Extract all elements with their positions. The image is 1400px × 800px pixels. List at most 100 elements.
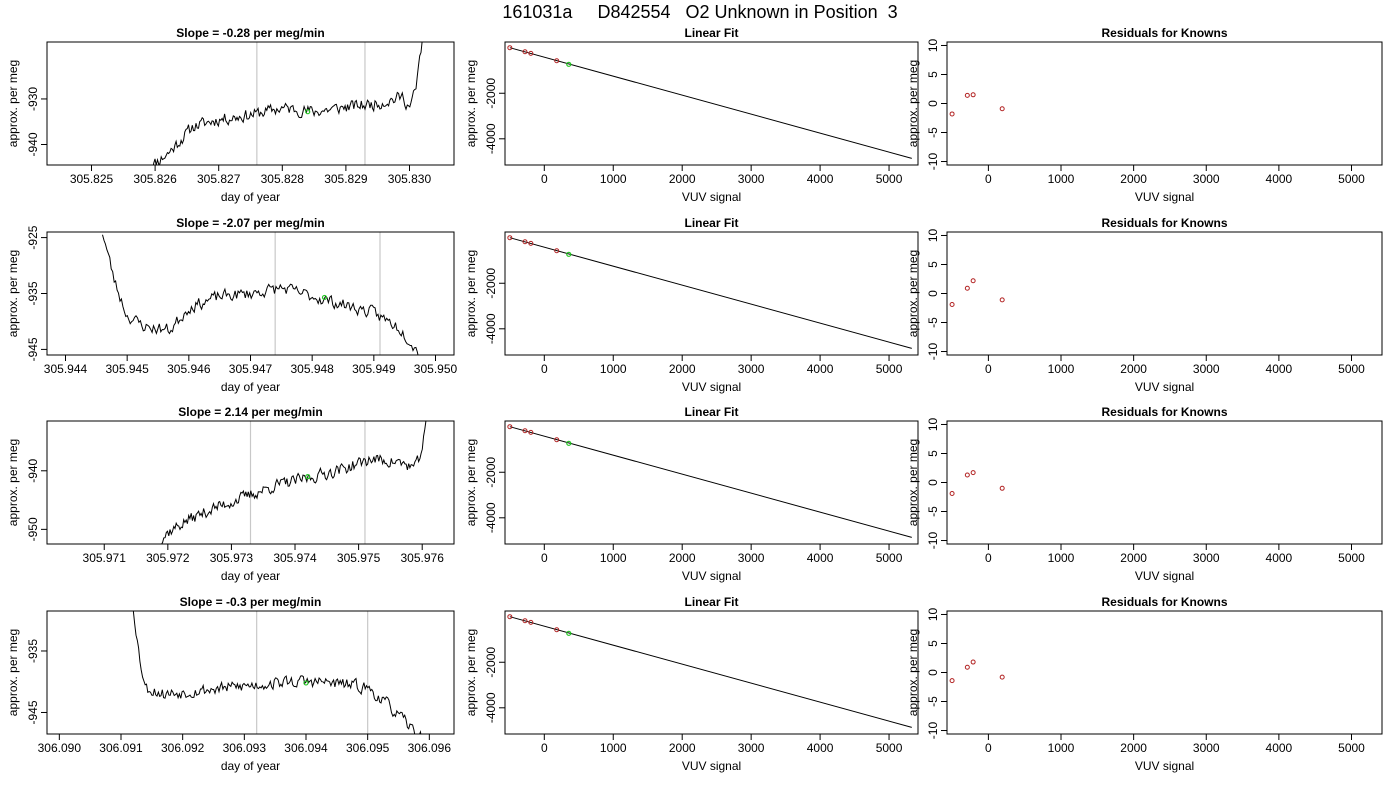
residual-point — [949, 678, 955, 684]
x-tick-label: 4000 — [1266, 362, 1293, 376]
residual-point — [964, 472, 970, 478]
known-point — [528, 240, 534, 246]
x-tick-label: 0 — [541, 741, 548, 755]
y-tick-label: -10 — [926, 722, 940, 740]
x-tick-label: 0 — [985, 741, 992, 755]
x-tick-label: 305.825 — [70, 172, 114, 186]
unknown-point — [566, 61, 572, 67]
y-axis-label: approx. per meg — [6, 629, 20, 716]
x-tick-label: 1000 — [1048, 551, 1075, 565]
x-tick-label: 305.973 — [210, 551, 254, 565]
plot-area — [949, 470, 1005, 497]
plot-frame — [46, 420, 455, 545]
x-tick-label: 4000 — [807, 741, 834, 755]
y-axis-label: approx. per meg — [6, 60, 20, 147]
residual-point — [949, 111, 955, 117]
known-point — [554, 248, 560, 254]
x-tick-label: 3000 — [738, 362, 765, 376]
panel-title: Residuals for Knowns — [1101, 405, 1227, 419]
x-tick-label: 305.944 — [44, 362, 88, 376]
y-tick-label: -935 — [26, 281, 40, 305]
known-point — [522, 239, 528, 245]
residual-point — [999, 297, 1005, 303]
y-tick-label: -945 — [26, 337, 40, 361]
panel-timeseries-row-3: Slope = -0.3 per meg/min day of year appro… — [6, 595, 455, 773]
unknown-marker — [303, 680, 309, 686]
fit-line — [509, 426, 912, 538]
x-tick-label: 5000 — [1338, 362, 1365, 376]
x-tick-label: 305.974 — [273, 551, 317, 565]
y-tick-label: -2000 — [484, 78, 498, 109]
x-tick-label: 2000 — [1120, 741, 1147, 755]
unknown-point — [566, 440, 572, 446]
x-tick-label: 305.945 — [105, 362, 149, 376]
known-point — [522, 428, 528, 434]
y-tick-label: 5 — [926, 450, 940, 457]
plot-frame — [504, 231, 919, 356]
y-tick-label: 0 — [926, 669, 940, 676]
y-tick-label: -5 — [926, 317, 940, 328]
x-tick-label: 305.830 — [388, 172, 432, 186]
x-tick-label: 1000 — [600, 172, 627, 186]
y-axis-label: approx. per meg — [464, 250, 478, 337]
panel-fit-row-0: Linear Fit VUV signal approx. per meg 0 1000… — [464, 26, 919, 204]
residual-point — [999, 485, 1005, 491]
y-tick-label: 10 — [926, 417, 940, 431]
plot-area — [132, 611, 422, 734]
x-tick-label: 3000 — [1193, 741, 1220, 755]
known-point — [507, 614, 513, 620]
x-tick-label: 2000 — [669, 362, 696, 376]
x-tick-label: 3000 — [1193, 172, 1220, 186]
x-tick-label: 0 — [985, 551, 992, 565]
fit-line — [509, 237, 912, 349]
x-tick-label: 2000 — [1120, 551, 1147, 565]
panel-title: Linear Fit — [684, 26, 738, 40]
x-axis-label: day of year — [221, 569, 280, 583]
x-tick-label: 306.092 — [161, 741, 205, 755]
y-tick-label: -925 — [26, 225, 40, 249]
panel-residuals-row-2: Residuals for Knowns VUV signal approx. pe… — [906, 405, 1383, 583]
x-tick-label: 305.976 — [401, 551, 445, 565]
plot-area — [102, 232, 419, 355]
x-tick-label: 305.971 — [83, 551, 127, 565]
known-point — [528, 619, 534, 625]
y-tick-label: -4000 — [484, 313, 498, 344]
x-tick-label: 1000 — [600, 362, 627, 376]
y-tick-label: 5 — [926, 261, 940, 268]
panel-timeseries-row-1: Slope = -2.07 per meg/min day of year appr… — [6, 216, 458, 394]
x-tick-label: 305.947 — [229, 362, 273, 376]
x-axis-label: VUV signal — [1135, 759, 1194, 773]
x-tick-label: 1000 — [1048, 172, 1075, 186]
x-tick-label: 305.826 — [133, 172, 177, 186]
unknown-marker — [305, 109, 311, 115]
x-axis-label: day of year — [221, 190, 280, 204]
known-point — [507, 235, 513, 241]
plot-frame — [946, 231, 1383, 356]
plot-frame — [946, 41, 1383, 166]
y-tick-label: -2000 — [484, 457, 498, 488]
y-axis-label: approx. per meg — [464, 439, 478, 526]
y-tick-label: -2000 — [484, 647, 498, 678]
plot-frame — [504, 610, 919, 735]
residual-point — [949, 491, 955, 497]
x-tick-label: 306.090 — [38, 741, 82, 755]
x-tick-label: 2000 — [669, 551, 696, 565]
y-axis-label: approx. per meg — [906, 439, 920, 526]
x-axis-label: VUV signal — [1135, 569, 1194, 583]
known-point — [554, 627, 560, 633]
y-tick-label: -940 — [26, 458, 40, 482]
residual-point — [999, 674, 1005, 680]
y-tick-label: -4000 — [484, 502, 498, 533]
x-tick-label: 0 — [541, 172, 548, 186]
x-tick-label: 4000 — [807, 172, 834, 186]
x-tick-label: 1000 — [1048, 362, 1075, 376]
plot-area — [507, 235, 912, 349]
y-tick-label: 10 — [926, 38, 940, 52]
known-point — [528, 50, 534, 56]
plot-area — [507, 45, 912, 159]
panel-title: Linear Fit — [684, 405, 738, 419]
x-tick-label: 305.828 — [261, 172, 305, 186]
y-tick-label: -4000 — [484, 692, 498, 723]
known-point — [522, 618, 528, 624]
